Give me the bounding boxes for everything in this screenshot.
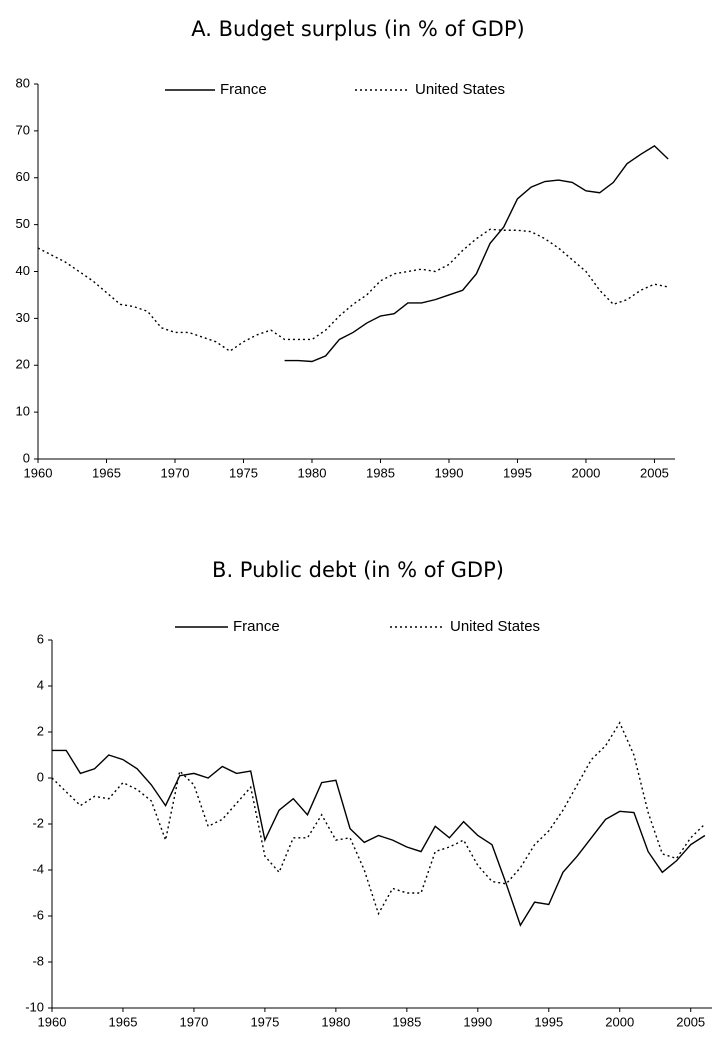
y-tick-label: 70 <box>16 122 30 137</box>
x-tick-label: 1995 <box>503 465 532 480</box>
x-tick-label: 1960 <box>38 1014 67 1029</box>
y-tick-label: 40 <box>16 263 30 278</box>
x-tick-label: 1970 <box>179 1014 208 1029</box>
data-line <box>51 721 706 916</box>
y-tick-label: 0 <box>37 769 44 784</box>
legend-label: France <box>220 81 267 98</box>
y-tick-label: -4 <box>32 861 44 876</box>
data-line <box>284 145 669 363</box>
x-tick-label: 1980 <box>321 1014 350 1029</box>
y-tick-label: 30 <box>16 310 30 325</box>
x-tick-label: 1965 <box>92 465 121 480</box>
y-tick-label: 10 <box>16 404 30 419</box>
y-tick-label: 60 <box>16 169 30 184</box>
y-tick-label: 0 <box>23 450 30 465</box>
data-line <box>37 228 669 353</box>
x-tick-label: 2000 <box>571 465 600 480</box>
legend-label: United States <box>415 81 505 98</box>
legend-label: United States <box>450 618 540 635</box>
data-line <box>52 749 706 927</box>
x-tick-label: 2000 <box>605 1014 634 1029</box>
x-tick-label: 2005 <box>676 1014 705 1029</box>
x-tick-label: 1995 <box>534 1014 563 1029</box>
y-tick-label: 80 <box>16 75 30 90</box>
x-tick-label: 1965 <box>109 1014 138 1029</box>
x-tick-label: 1960 <box>24 465 53 480</box>
y-tick-label: 50 <box>16 216 30 231</box>
y-tick-label: 4 <box>37 677 44 692</box>
x-tick-label: 2005 <box>640 465 669 480</box>
x-tick-label: 1980 <box>298 465 327 480</box>
y-tick-label: 20 <box>16 357 30 372</box>
x-tick-label: 1985 <box>366 465 395 480</box>
x-tick-label: 1975 <box>229 465 258 480</box>
chart-title: B. Public debt (in % of GDP) <box>212 558 504 582</box>
x-tick-label: 1975 <box>250 1014 279 1029</box>
x-tick-label: 1990 <box>435 465 464 480</box>
chart-title: A. Budget surplus (in % of GDP) <box>191 17 524 41</box>
y-tick-label: -10 <box>25 999 44 1014</box>
y-tick-label: 6 <box>37 631 44 646</box>
y-tick-label: -8 <box>32 953 44 968</box>
y-tick-label: -6 <box>32 907 44 922</box>
x-tick-label: 1970 <box>161 465 190 480</box>
x-tick-label: 1990 <box>463 1014 492 1029</box>
legend-label: France <box>233 618 280 635</box>
y-tick-label: 2 <box>37 723 44 738</box>
x-tick-label: 1985 <box>392 1014 421 1029</box>
y-tick-label: -2 <box>32 815 44 830</box>
